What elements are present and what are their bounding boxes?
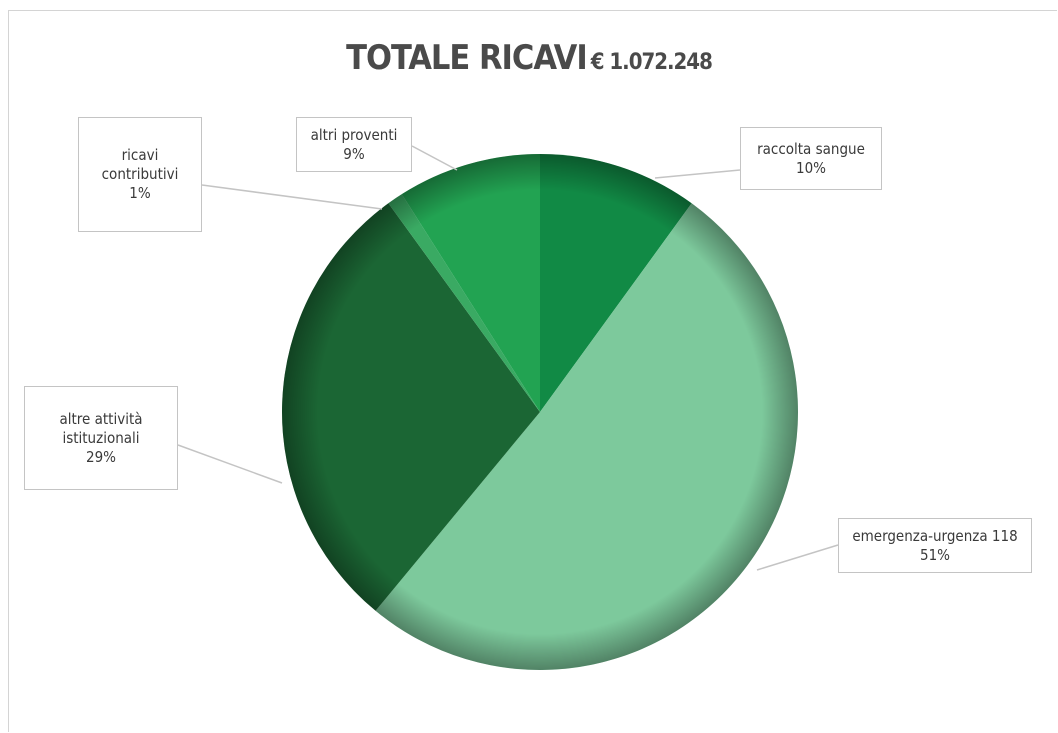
leader-line	[654, 169, 741, 179]
data-label: emergenza-urgenza 118 51%	[838, 518, 1032, 573]
leader-line	[756, 544, 839, 571]
data-label: altri proventi 9%	[296, 117, 412, 172]
category-label: raccolta sangue	[757, 139, 865, 158]
data-label: raccolta sangue 10%	[740, 127, 882, 190]
data-label: ricavi contributivi 1%	[78, 117, 202, 232]
value-label: 10%	[796, 158, 826, 177]
category-label: altri proventi	[310, 125, 398, 144]
leader-line	[201, 184, 383, 210]
category-label: ricavi contributivi	[101, 146, 179, 183]
title-total: € 1.072.248	[590, 50, 713, 75]
category-label: altre attività istituzionali	[59, 409, 143, 447]
leader-line	[177, 444, 283, 484]
chart-title: TOTALE RICAVI € 1.072.248	[0, 38, 1058, 78]
value-label: 9%	[343, 144, 365, 163]
value-label: 29%	[86, 447, 116, 466]
value-label: 1%	[129, 184, 151, 202]
value-label: 51%	[920, 545, 950, 564]
data-label: altre attività istituzionali 29%	[24, 386, 178, 490]
chart-frame	[8, 10, 1057, 732]
leader-line	[411, 145, 458, 171]
category-label: emergenza-urgenza 118	[852, 526, 1018, 545]
title-text: TOTALE RICAVI	[346, 38, 588, 78]
